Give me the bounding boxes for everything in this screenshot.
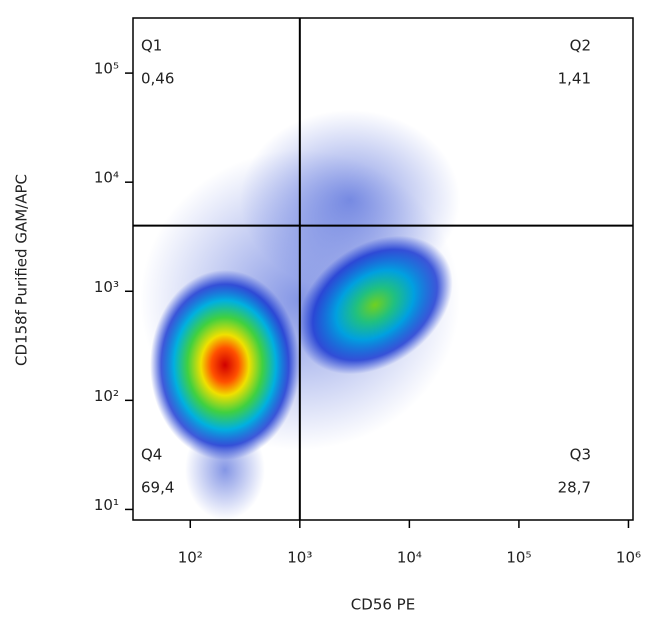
y-tick-label: 10⁴ — [94, 169, 119, 187]
x-axis-label: CD56 PE — [351, 596, 415, 614]
y-tick-label: 10¹ — [94, 496, 119, 514]
quadrant-name: Q4 — [141, 446, 162, 464]
x-tick-label: 10³ — [287, 549, 312, 567]
x-tick-label: 10⁶ — [616, 549, 641, 567]
y-tick-label: 10³ — [94, 278, 119, 296]
plot-frame — [132, 17, 634, 521]
quadrant-value: 69,4 — [141, 479, 174, 497]
x-tick-label: 10⁵ — [506, 549, 531, 567]
y-tick-label: 10² — [94, 387, 119, 405]
x-tick-label: 10² — [178, 549, 203, 567]
quadrant-value: 28,7 — [558, 479, 591, 497]
density-cloud — [140, 110, 460, 520]
y-axis-label: CD158f Purified GAM/APC — [13, 174, 31, 366]
x-tick-label: 10⁴ — [397, 549, 422, 567]
quadrant-name: Q1 — [141, 37, 162, 55]
y-tick-label: 10⁵ — [94, 60, 119, 78]
quadrant-name: Q3 — [570, 446, 591, 464]
quadrant-name: Q2 — [570, 37, 591, 55]
quadrant-value: 1,41 — [558, 70, 591, 88]
quadrant-value: 0,46 — [141, 70, 174, 88]
